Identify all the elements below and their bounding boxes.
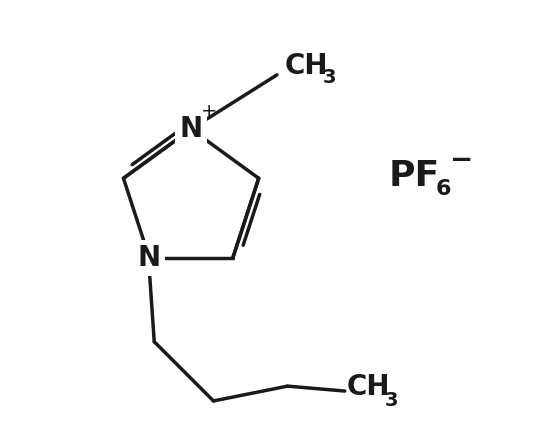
Text: 3: 3	[322, 68, 336, 87]
Text: N: N	[179, 115, 202, 143]
Text: CH: CH	[285, 52, 328, 80]
Text: +: +	[201, 102, 217, 121]
Text: N: N	[138, 244, 161, 272]
Text: −: −	[450, 146, 473, 174]
Text: PF: PF	[388, 158, 440, 193]
Text: CH: CH	[346, 373, 390, 401]
Text: 6: 6	[436, 180, 452, 199]
Text: 3: 3	[384, 392, 398, 411]
